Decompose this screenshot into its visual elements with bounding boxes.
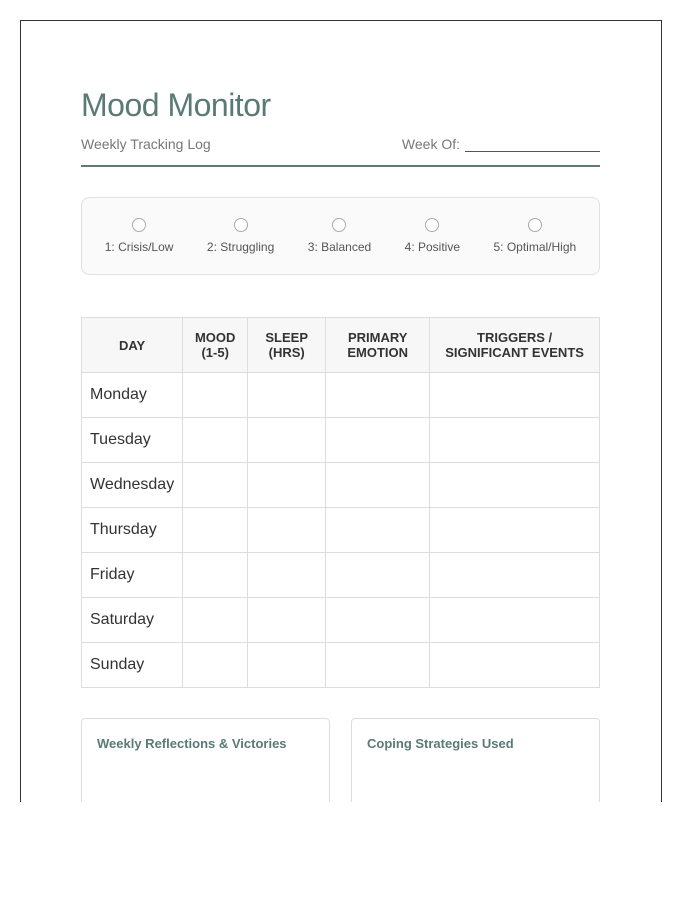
column-header-text: DAY: [118, 337, 146, 353]
day-cell: Monday: [80, 372, 184, 418]
entry-cell[interactable]: [429, 417, 600, 463]
table-row: Sunday: [80, 642, 600, 688]
radio-circle-icon[interactable]: [527, 218, 542, 232]
column-header-text: TRIGGERS /: [477, 330, 553, 345]
entry-cell[interactable]: [429, 372, 600, 418]
week-of-blank[interactable]: [465, 137, 600, 152]
legend-label: 4: Positive: [404, 240, 461, 254]
card-title: Coping Strategies Used: [367, 736, 514, 751]
column-header: PRIMARY EMOTION: [325, 317, 431, 373]
legend-label: 5: Optimal/High: [493, 240, 577, 254]
entry-cell[interactable]: [247, 552, 327, 598]
legend-label: 2: Struggling: [206, 240, 275, 254]
table-row: Saturday: [80, 597, 600, 643]
week-of-label: Week Of:: [401, 136, 460, 152]
table-row: Tuesday: [80, 417, 600, 463]
table-row: Wednesday: [80, 462, 600, 508]
table-header-row: DAY MOOD (1-5) SLEEP (HRS) PRIMARY EMOTION TRIG…: [80, 317, 600, 373]
entry-cell[interactable]: [247, 597, 327, 643]
entry-cell[interactable]: [429, 552, 600, 598]
entry-cell[interactable]: [247, 507, 327, 553]
day-cell: Thursday: [80, 507, 184, 553]
entry-cell[interactable]: [182, 552, 249, 598]
legend-item[interactable]: 3: Balanced: [308, 218, 371, 254]
card-title: Weekly Reflections & Victories: [97, 736, 287, 751]
legend-label: 1: Crisis/Low: [104, 240, 174, 254]
radio-circle-icon[interactable]: [425, 218, 440, 232]
table-row: Friday: [80, 552, 600, 598]
entry-cell[interactable]: [247, 417, 327, 463]
legend-item[interactable]: 2: Struggling: [207, 218, 274, 254]
week-of-field[interactable]: Week Of:: [402, 136, 600, 152]
day-cell: Tuesday: [80, 417, 184, 463]
entry-cell[interactable]: [182, 417, 249, 463]
reflections-card[interactable]: Weekly Reflections & Victories: [81, 718, 330, 802]
column-header: DAY: [80, 317, 184, 373]
legend-label: 3: Balanced: [307, 240, 372, 254]
column-header-text: (HRS): [268, 345, 305, 360]
entry-cell[interactable]: [429, 507, 600, 553]
entry-cell[interactable]: [182, 372, 249, 418]
day-cell: Sunday: [80, 642, 184, 688]
table-row: Monday: [80, 372, 600, 418]
entry-cell[interactable]: [429, 597, 600, 643]
entry-cell[interactable]: [325, 597, 431, 643]
column-header: SLEEP (HRS): [247, 317, 327, 373]
header-divider: [81, 165, 600, 167]
legend-item[interactable]: 1: Crisis/Low: [104, 218, 174, 254]
entry-cell[interactable]: [182, 597, 249, 643]
legend-item[interactable]: 5: Optimal/High: [493, 218, 577, 254]
day-cell: Saturday: [80, 597, 184, 643]
entry-cell[interactable]: [182, 462, 249, 508]
column-header-text: (1-5): [201, 345, 229, 360]
coping-strategies-card[interactable]: Coping Strategies Used: [351, 718, 600, 802]
entry-cell[interactable]: [325, 507, 431, 553]
entry-cell[interactable]: [247, 462, 327, 508]
entry-cell[interactable]: [325, 372, 431, 418]
column-header-text: SIGNIFICANT EVENTS: [445, 345, 584, 360]
worksheet-page: Mood Monitor Weekly Tracking Log Week Of…: [20, 20, 662, 802]
entry-cell[interactable]: [247, 642, 327, 688]
day-cell: Wednesday: [80, 462, 184, 508]
table-row: Thursday: [80, 507, 600, 553]
page-subtitle: Weekly Tracking Log: [81, 136, 211, 152]
entry-cell[interactable]: [429, 642, 600, 688]
entry-cell[interactable]: [182, 507, 249, 553]
radio-circle-icon[interactable]: [132, 218, 147, 232]
column-header-text: MOOD: [194, 330, 236, 345]
day-cell: Friday: [80, 552, 184, 598]
entry-cell[interactable]: [247, 372, 327, 418]
entry-cell[interactable]: [325, 642, 431, 688]
mood-scale-legend: 1: Crisis/Low 2: Struggling 3: Balanced …: [81, 197, 600, 275]
entry-cell[interactable]: [325, 417, 431, 463]
entry-cell[interactable]: [429, 462, 600, 508]
radio-circle-icon[interactable]: [332, 218, 347, 232]
entry-cell[interactable]: [325, 462, 431, 508]
column-header: MOOD (1-5): [182, 317, 249, 373]
mood-log-table: DAY MOOD (1-5) SLEEP (HRS) PRIMARY EMOTION TRIG…: [80, 317, 600, 688]
column-header-text: SLEEP: [265, 330, 309, 345]
column-header: TRIGGERS / SIGNIFICANT EVENTS: [429, 317, 600, 373]
entry-cell[interactable]: [182, 642, 249, 688]
entry-cell[interactable]: [325, 552, 431, 598]
page-title: Mood Monitor: [81, 87, 271, 123]
radio-circle-icon[interactable]: [233, 218, 248, 232]
column-header-text: EMOTION: [347, 345, 409, 360]
column-header-text: PRIMARY: [347, 330, 408, 345]
legend-item[interactable]: 4: Positive: [405, 218, 460, 254]
